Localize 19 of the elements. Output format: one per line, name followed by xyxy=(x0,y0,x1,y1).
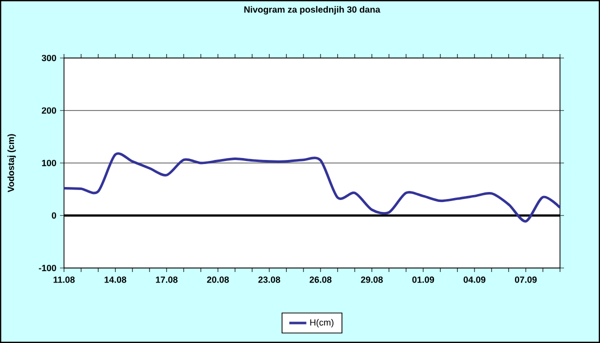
x-tick-label: 14.08 xyxy=(104,276,126,283)
x-tick-label: 07.09 xyxy=(514,276,537,283)
x-tick-label: 20.08 xyxy=(207,276,229,283)
y-tick-label: 100 xyxy=(42,160,56,166)
x-tick-label: 04.09 xyxy=(464,276,486,283)
x-tick-label: 17.08 xyxy=(156,276,178,283)
x-tick-label: 01.09 xyxy=(412,276,434,283)
y-axis-title: Vodostaj (cm) xyxy=(7,134,16,192)
x-tick-label: 11.08 xyxy=(54,276,75,283)
y-tick-label: 200 xyxy=(42,107,56,114)
x-tick-label: 23.08 xyxy=(258,276,280,283)
x-tick-label: 26.08 xyxy=(310,276,332,283)
legend-label: H(cm) xyxy=(310,319,334,328)
y-tick-label: 300 xyxy=(42,54,56,62)
chart-title: Nivogram za poslednjih 30 dana xyxy=(244,6,380,14)
x-tick-label: 29.08 xyxy=(360,276,383,283)
y-tick-label: -100 xyxy=(38,264,56,272)
line-series xyxy=(62,153,562,223)
y-tick-label: 0 xyxy=(52,212,56,219)
